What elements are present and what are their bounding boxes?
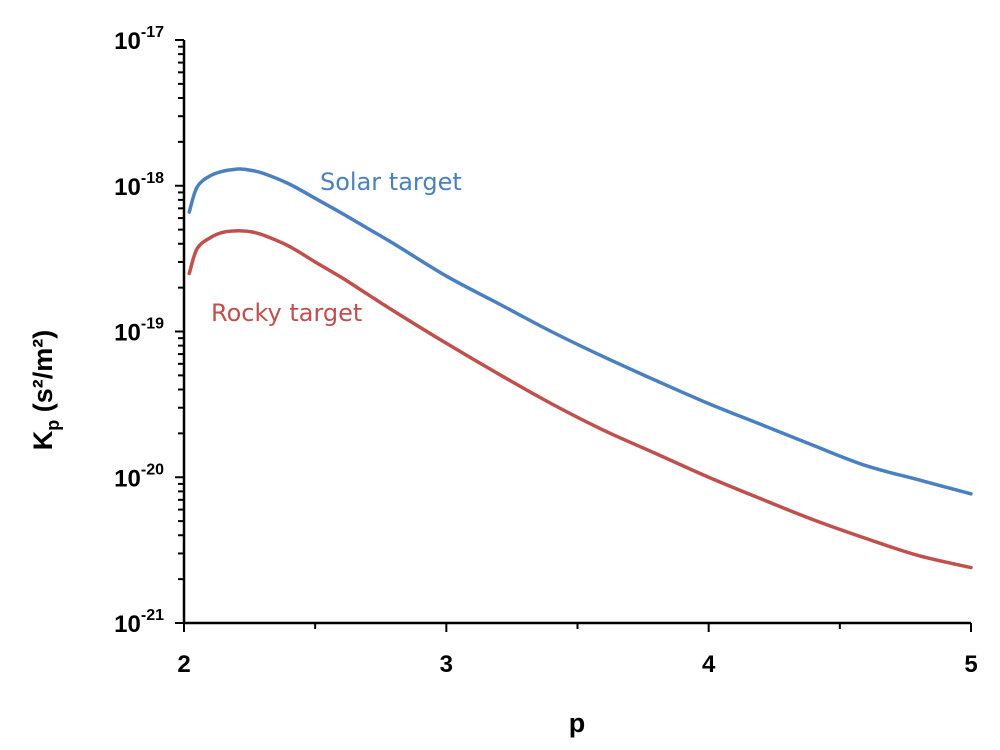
y-tick-label: 10-17: [114, 24, 164, 55]
y-tick-label-exponent: -18: [141, 170, 164, 187]
x-tick-label: 5: [964, 651, 977, 678]
y-tick-label-base: 10: [114, 174, 141, 201]
x-tick-label: 2: [177, 651, 190, 678]
y-tick-label-base: 10: [114, 28, 141, 55]
y-axis-title-units: (s²/m²): [28, 330, 58, 420]
y-tick-label-base: 10: [114, 465, 141, 492]
y-tick-label-exponent: -19: [141, 316, 164, 333]
y-minor-ticks: [175, 39, 184, 624]
y-tick-label: 10-19: [114, 316, 164, 347]
y-tick-label-base: 10: [114, 611, 141, 638]
x-tick-labels: 2 3 4 5: [177, 651, 977, 678]
x-axis-title: p: [569, 708, 586, 738]
x-ticks: [183, 623, 972, 632]
series-label-solar: Solar target: [320, 168, 462, 196]
y-tick-label: 10-20: [114, 461, 164, 492]
y-tick-label-base: 10: [114, 320, 141, 347]
x-tick-label: 4: [702, 651, 716, 678]
y-axis-title-sub: p: [43, 420, 63, 431]
y-tick-label: 10-18: [114, 170, 164, 201]
series-line-rocky: [187, 229, 973, 570]
y-axis-title-base: K: [28, 430, 58, 450]
x-tick-label: 3: [440, 651, 453, 678]
y-tick-label-exponent: -20: [141, 461, 164, 478]
y-axis-title: Kp (s²/m²): [28, 330, 63, 451]
y-tick-label-exponent: -17: [141, 24, 164, 41]
series-labels: Solar target Rocky target: [211, 168, 462, 327]
series-label-rocky: Rocky target: [211, 299, 362, 327]
y-tick-label: 10-21: [114, 607, 164, 638]
series-layer: [187, 167, 973, 570]
y-tick-label-exponent: -21: [141, 607, 164, 624]
series-line-solar: [187, 167, 973, 496]
